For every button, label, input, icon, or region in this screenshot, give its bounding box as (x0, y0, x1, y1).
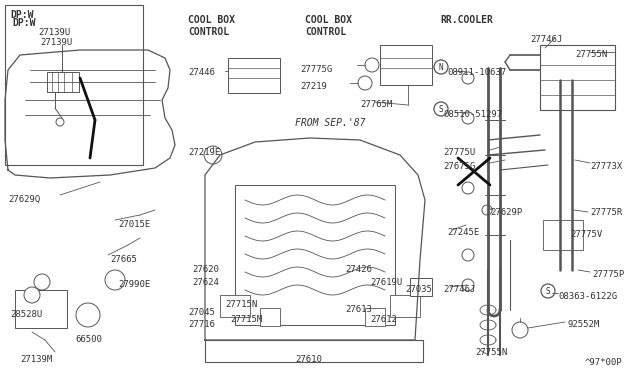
Text: COOL BOX: COOL BOX (188, 15, 235, 25)
Circle shape (462, 72, 474, 84)
Text: CONTROL: CONTROL (188, 27, 229, 37)
Text: 27775V: 27775V (570, 230, 602, 239)
Text: 27773X: 27773X (590, 162, 622, 171)
Text: CONTROL: CONTROL (305, 27, 346, 37)
Bar (205, 340, 423, 362)
Circle shape (434, 102, 448, 116)
Bar (410, 278, 432, 296)
Text: 08510-51297: 08510-51297 (443, 110, 502, 119)
Text: 27775R: 27775R (590, 208, 622, 217)
Text: 27619U: 27619U (370, 278, 403, 287)
Bar (47, 72, 79, 92)
Bar (260, 308, 280, 326)
Text: RR.COOLER: RR.COOLER (440, 15, 493, 25)
Text: 27755N: 27755N (575, 50, 607, 59)
Text: DP:W: DP:W (10, 10, 33, 20)
Text: 27715N: 27715N (225, 300, 257, 309)
Circle shape (204, 146, 222, 164)
Text: 27629Q: 27629Q (8, 195, 40, 204)
Text: 27715M: 27715M (230, 315, 262, 324)
Text: 27015E: 27015E (118, 220, 150, 229)
Text: 27990E: 27990E (118, 280, 150, 289)
Text: FROM SEP.'87: FROM SEP.'87 (295, 118, 365, 128)
Text: 27775U: 27775U (443, 148, 476, 157)
Bar (5, 5, 143, 165)
Text: 27775G: 27775G (300, 65, 332, 74)
Text: 27746J: 27746J (530, 35, 563, 44)
Circle shape (541, 284, 555, 298)
Bar (235, 185, 395, 325)
Text: DP:W: DP:W (12, 18, 35, 28)
Text: 27219: 27219 (300, 82, 327, 91)
Text: 27045: 27045 (188, 308, 215, 317)
Text: 27245E: 27245E (447, 228, 479, 237)
Bar (543, 220, 583, 250)
Text: 27035: 27035 (405, 285, 432, 294)
Text: COOL BOX: COOL BOX (305, 15, 352, 25)
Text: 27139U: 27139U (40, 38, 72, 47)
Circle shape (462, 249, 474, 261)
Text: 28528U: 28528U (10, 310, 42, 319)
Circle shape (358, 76, 372, 90)
Text: 27139U: 27139U (38, 28, 70, 37)
Circle shape (434, 60, 448, 74)
Text: 92552M: 92552M (568, 320, 600, 329)
Bar (380, 45, 432, 85)
Circle shape (462, 279, 474, 291)
Circle shape (462, 182, 474, 194)
Bar (540, 45, 615, 110)
Circle shape (34, 274, 50, 290)
Text: ^97*00P: ^97*00P (585, 358, 623, 367)
Circle shape (365, 58, 379, 72)
Text: 08911-10637: 08911-10637 (447, 68, 506, 77)
Text: 27139M: 27139M (20, 355, 52, 364)
Text: 27612: 27612 (370, 315, 397, 324)
Circle shape (512, 322, 528, 338)
Circle shape (24, 287, 40, 303)
Text: S: S (546, 286, 550, 295)
Text: 66500: 66500 (75, 335, 102, 344)
Bar (390, 295, 420, 317)
Circle shape (105, 270, 125, 290)
Circle shape (76, 303, 100, 327)
Text: 27426: 27426 (345, 265, 372, 274)
Text: N: N (438, 62, 444, 71)
Text: 27775P: 27775P (592, 270, 624, 279)
Text: 27716: 27716 (188, 320, 215, 329)
Text: S: S (438, 105, 444, 113)
Bar (228, 58, 280, 93)
Circle shape (56, 118, 64, 126)
Text: 08363-6122G: 08363-6122G (558, 292, 617, 301)
Bar (15, 290, 67, 328)
Text: 27613: 27613 (345, 305, 372, 314)
Circle shape (482, 205, 492, 215)
Text: 27610: 27610 (295, 355, 322, 364)
Text: 27675G: 27675G (443, 162, 476, 171)
Text: 27624: 27624 (192, 278, 219, 287)
Bar (365, 308, 385, 326)
Text: 27755N: 27755N (475, 348, 508, 357)
Circle shape (462, 112, 474, 124)
Text: 27446: 27446 (188, 68, 215, 77)
Text: 27746J: 27746J (443, 285, 476, 294)
Text: 27629P: 27629P (490, 208, 522, 217)
Bar (220, 295, 250, 317)
Text: 27620: 27620 (192, 265, 219, 274)
Text: 27765M: 27765M (360, 100, 392, 109)
Text: 27665: 27665 (110, 255, 137, 264)
Text: 27219E: 27219E (188, 148, 220, 157)
